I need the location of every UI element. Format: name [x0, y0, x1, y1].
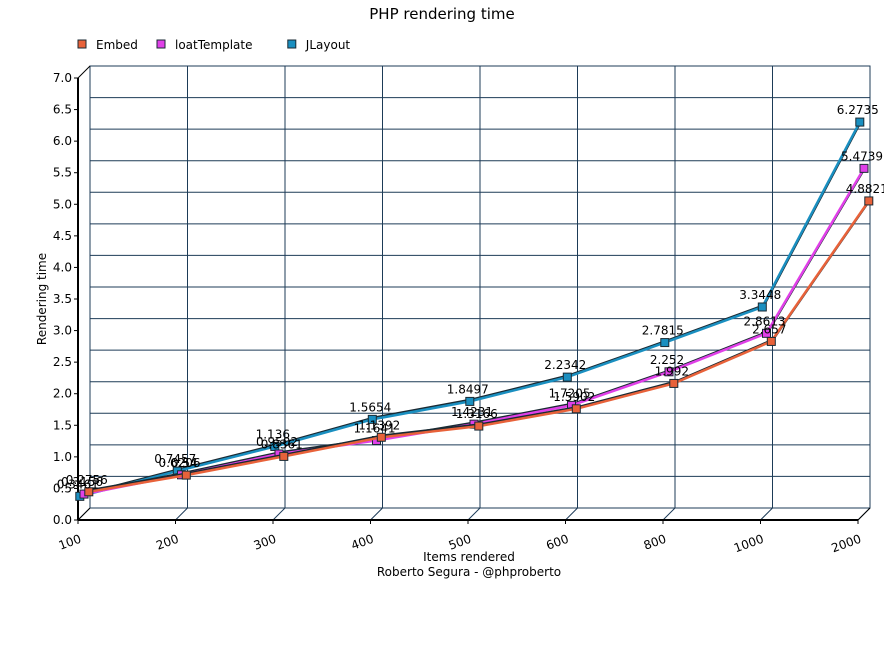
data-point	[465, 396, 475, 406]
y-tick-label: 0.0	[53, 513, 72, 527]
data-label: 4.8821	[846, 182, 884, 196]
data-point	[84, 487, 94, 497]
grid	[77, 65, 871, 521]
x-tick-label: 1000	[732, 532, 765, 556]
data-point	[859, 163, 869, 173]
data-point	[474, 421, 484, 431]
data-label: 0.54	[171, 456, 198, 470]
y-tick-label: 2.5	[53, 355, 72, 369]
y-tick-label: 5.0	[53, 197, 72, 211]
legend: Embed loatTemplate JLayout	[77, 38, 351, 52]
series-layer	[75, 117, 874, 501]
x-tick-label: 200	[154, 532, 180, 553]
data-label: 0.3461	[57, 477, 99, 491]
x-tick-label: 800	[642, 532, 668, 553]
data-label: 0.3156	[61, 475, 103, 489]
legend-label: Embed	[96, 38, 138, 52]
y-axis-label: Rendering time	[35, 253, 49, 345]
y-tick-label: 7.0	[53, 71, 72, 85]
data-labels: 0.3461 0.7457 1.136 1.5654 1.8497 2.2342 2.781…	[57, 103, 884, 491]
data-label: 5.4739	[841, 149, 883, 163]
legend-swatch	[287, 39, 297, 49]
y-tick-label: 1.0	[53, 450, 72, 464]
legend-swatch	[156, 39, 166, 49]
data-point	[376, 432, 386, 442]
chart-subtitle: Roberto Segura - @phproberto	[377, 565, 561, 579]
x-tick-label: 400	[349, 532, 375, 553]
data-point	[562, 372, 572, 382]
y-tick-label: 2.0	[53, 387, 72, 401]
legend-label: loatTemplate	[175, 38, 253, 52]
x-axis-label: Items rendered	[423, 550, 515, 564]
data-label: 3.3448	[739, 288, 781, 302]
y-tick-label: 0.5	[53, 481, 72, 495]
data-point	[762, 328, 771, 338]
x-tick-label: 2000	[830, 532, 863, 556]
data-label: 0.2756	[66, 473, 108, 487]
chart-title: PHP rendering time	[369, 5, 514, 23]
data-label: 0.6206	[159, 456, 201, 470]
y-tick-label: 3.0	[53, 324, 72, 338]
legend-label: JLayout	[305, 38, 351, 52]
data-label: 0.8361	[261, 437, 303, 451]
legend-item: JLayout	[287, 38, 351, 52]
data-point	[181, 470, 191, 480]
data-point	[664, 367, 674, 377]
y-tick-label: 1.5	[53, 418, 72, 432]
data-label: 1.3166	[456, 407, 498, 421]
data-label: 1.8497	[447, 382, 489, 396]
legend-item: loatTemplate	[156, 38, 253, 52]
data-label: 1.1392	[358, 418, 400, 432]
data-label: 2.8613	[744, 314, 786, 328]
data-point	[367, 414, 377, 424]
y-tick-labels: 0.0 0.5 1.0 1.5 2.0 2.5 3.0 3.5 4.0 4.5 5.0 5.5 6.0 6…	[53, 71, 78, 527]
series-jlayout	[75, 117, 865, 501]
data-label: 1.7205	[549, 386, 591, 400]
legend-item: Embed	[77, 38, 138, 52]
data-label: 1.5902	[553, 390, 595, 404]
data-label: 6.2735	[837, 103, 879, 117]
data-label: 1.4231	[451, 405, 493, 419]
data-point	[864, 196, 874, 206]
data-point	[669, 378, 679, 388]
y-tick-label: 6.5	[53, 103, 72, 117]
data-point	[660, 338, 670, 348]
data-point	[766, 336, 776, 346]
y-tick-label: 4.0	[53, 260, 72, 274]
data-label: 1.5654	[349, 400, 391, 414]
data-label: 1.992	[655, 364, 689, 378]
x-tick-label: 300	[252, 532, 278, 553]
series-embed	[84, 196, 874, 497]
y-tick-label: 3.5	[53, 292, 72, 306]
legend-swatch	[77, 39, 87, 49]
data-label: 0.9502	[256, 435, 298, 449]
y-tick-label: 5.5	[53, 166, 72, 180]
data-label: 2.2342	[544, 358, 586, 372]
data-label: 2.252	[650, 353, 684, 367]
x-tick-label: 100	[57, 532, 83, 553]
data-point	[571, 404, 581, 414]
data-label: 2.7815	[642, 324, 684, 338]
data-label: 1.1641	[354, 421, 396, 435]
y-tick-label: 6.0	[53, 134, 72, 148]
x-tick-label: 600	[544, 532, 570, 553]
data-point	[279, 451, 289, 461]
data-label: 0.7457	[154, 452, 196, 466]
data-label: 1.136	[256, 427, 290, 441]
y-tick-label: 4.5	[53, 229, 72, 243]
data-label: 2.657	[752, 322, 786, 336]
data-point	[757, 302, 767, 312]
data-point	[855, 117, 865, 127]
